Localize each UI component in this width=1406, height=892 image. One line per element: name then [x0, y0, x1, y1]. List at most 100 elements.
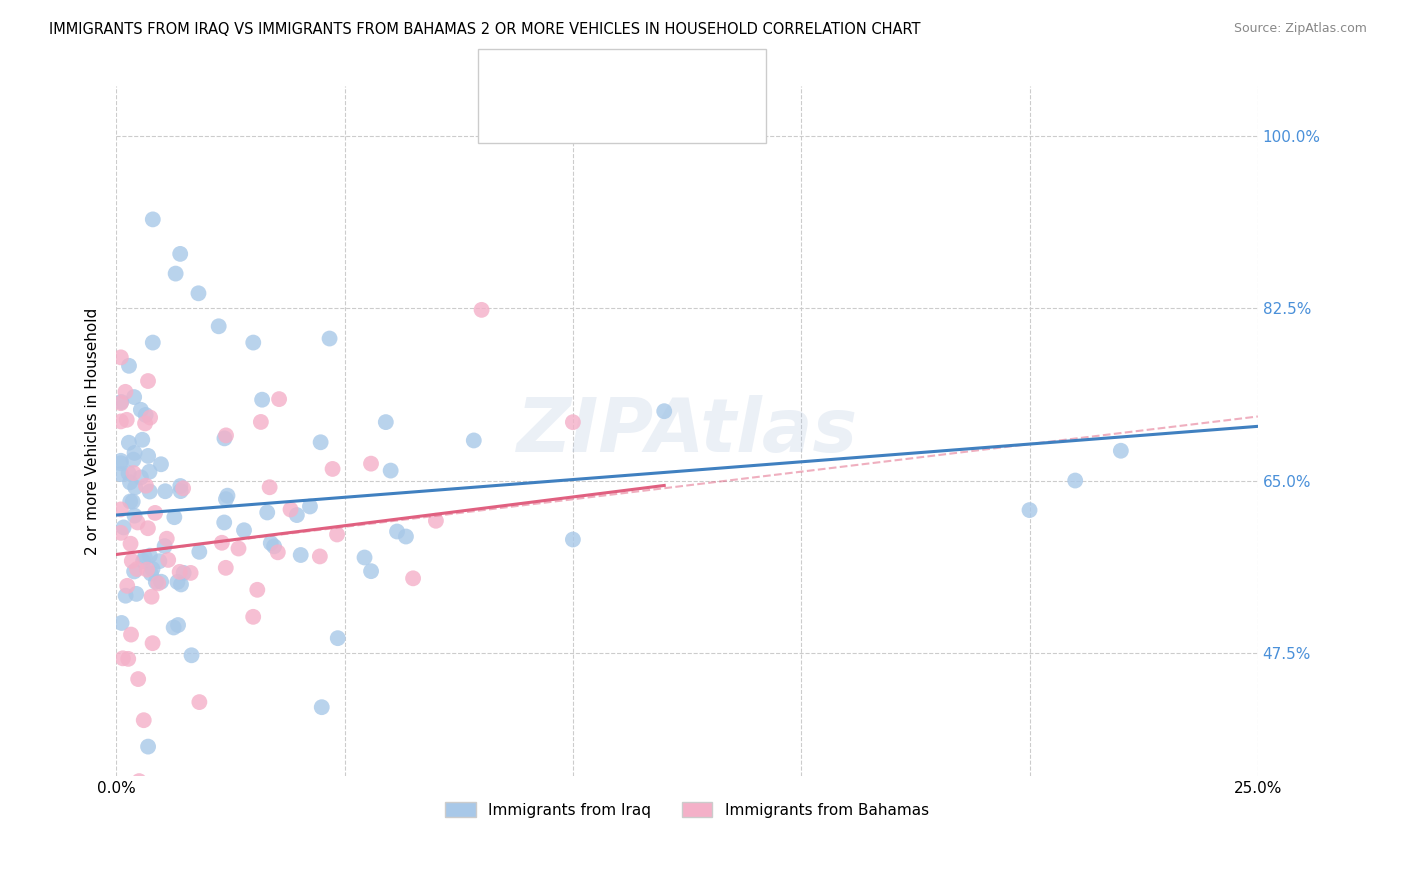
Point	[139, 566, 162, 581]
Point	[120, 627, 142, 641]
Point	[395, 529, 418, 543]
Point	[269, 392, 291, 406]
Point	[127, 672, 149, 686]
Point	[135, 478, 157, 492]
Text: 0.155: 0.155	[586, 62, 638, 79]
Point	[148, 576, 170, 591]
Point	[163, 510, 186, 524]
Point	[122, 565, 145, 579]
Point	[172, 481, 194, 495]
Point	[115, 579, 138, 593]
Point	[121, 494, 143, 508]
Point	[214, 431, 236, 445]
Point	[141, 590, 163, 604]
Point	[290, 548, 312, 562]
Point	[110, 396, 132, 410]
Point	[135, 408, 157, 422]
Point	[117, 467, 139, 481]
Point	[132, 554, 155, 568]
Point	[138, 465, 160, 479]
Point	[425, 514, 447, 528]
Point	[110, 456, 132, 470]
Point	[250, 392, 273, 407]
Point	[125, 562, 148, 576]
Point	[142, 335, 165, 350]
Text: N =: N =	[645, 62, 697, 79]
Point	[233, 523, 256, 537]
Point	[122, 466, 145, 480]
Point	[561, 533, 583, 547]
Point	[471, 302, 494, 317]
Point	[280, 502, 302, 516]
Point	[129, 402, 152, 417]
Point	[139, 549, 162, 563]
Point	[208, 319, 231, 334]
Point	[311, 700, 333, 714]
Point	[157, 553, 180, 567]
Point	[132, 713, 155, 727]
Point	[463, 434, 485, 448]
Text: R =: R =	[544, 62, 583, 79]
Point	[112, 520, 135, 534]
Point	[117, 652, 139, 666]
Point	[129, 470, 152, 484]
Point	[298, 500, 321, 514]
Point	[1064, 474, 1087, 488]
Point	[110, 502, 132, 516]
Y-axis label: 2 or more Vehicles in Household: 2 or more Vehicles in Household	[86, 308, 100, 555]
Point	[246, 582, 269, 597]
Point	[374, 415, 396, 429]
Point	[120, 494, 142, 508]
Point	[143, 506, 166, 520]
Text: R =: R =	[544, 105, 583, 123]
Point	[124, 508, 146, 523]
Point	[115, 413, 138, 427]
Point	[180, 566, 202, 580]
Point	[170, 577, 193, 591]
Point	[134, 550, 156, 565]
Point	[110, 414, 132, 428]
Point	[122, 452, 145, 467]
Point	[322, 462, 344, 476]
Point	[217, 489, 239, 503]
Point	[166, 574, 188, 589]
Point	[285, 508, 308, 522]
Point	[380, 464, 402, 478]
Point	[259, 480, 281, 494]
Text: IMMIGRANTS FROM IRAQ VS IMMIGRANTS FROM BAHAMAS 2 OR MORE VEHICLES IN HOUSEHOLD : IMMIGRANTS FROM IRAQ VS IMMIGRANTS FROM …	[49, 22, 921, 37]
Point	[125, 587, 148, 601]
Point	[114, 384, 136, 399]
Point	[118, 475, 141, 490]
Point	[173, 566, 195, 580]
Text: 54: 54	[696, 105, 721, 123]
Point	[127, 516, 149, 530]
Point	[215, 428, 238, 442]
Point	[187, 286, 209, 301]
Point	[122, 390, 145, 404]
Point	[136, 374, 159, 388]
Point	[169, 247, 191, 261]
Point	[121, 554, 143, 568]
Point	[167, 618, 190, 632]
Point	[128, 774, 150, 789]
Point	[118, 435, 141, 450]
Point	[353, 550, 375, 565]
Point	[215, 561, 238, 575]
Point	[360, 457, 382, 471]
Point	[242, 610, 264, 624]
Text: ZIPAtlas: ZIPAtlas	[516, 395, 858, 467]
Point	[402, 571, 425, 585]
Point	[131, 433, 153, 447]
Point	[211, 535, 233, 549]
Point	[142, 212, 165, 227]
Point	[169, 484, 191, 499]
Point	[110, 525, 132, 540]
Point	[110, 454, 132, 468]
Point	[318, 332, 340, 346]
Point	[215, 492, 238, 507]
Point	[260, 536, 283, 550]
Point	[1109, 443, 1132, 458]
Point	[163, 620, 186, 634]
Point	[250, 415, 273, 429]
Point	[110, 467, 132, 482]
